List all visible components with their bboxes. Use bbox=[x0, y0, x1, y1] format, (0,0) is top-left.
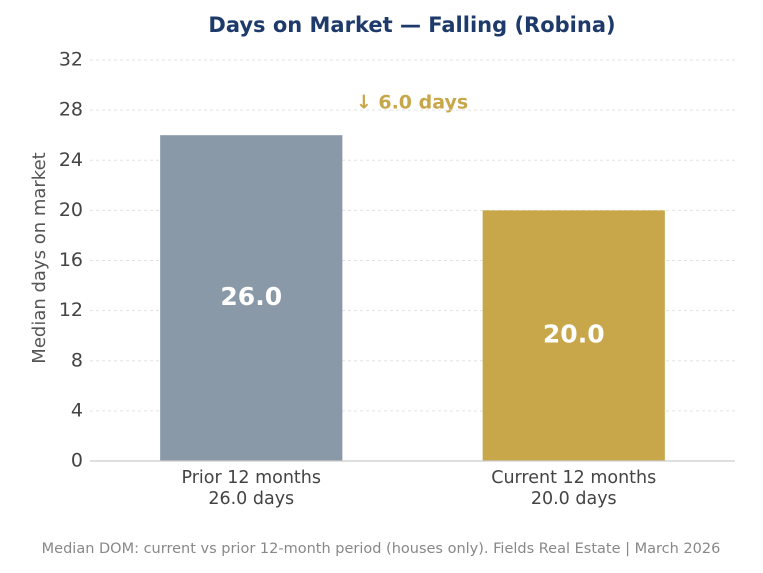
y-tick-label: 16 bbox=[59, 249, 83, 271]
bar bbox=[482, 210, 665, 461]
chart-title: Days on Market — Falling (Robina) bbox=[208, 13, 615, 37]
y-tick-label: 32 bbox=[59, 49, 83, 71]
y-tick-label: 24 bbox=[59, 149, 83, 171]
x-tick-label: Prior 12 months 26.0 days bbox=[181, 468, 321, 509]
y-axis-label: Median days on market bbox=[29, 152, 50, 363]
y-tick-label: 28 bbox=[59, 99, 83, 121]
x-tick-label: Current 12 months 20.0 days bbox=[491, 468, 656, 509]
y-tick-label: 20 bbox=[59, 199, 83, 221]
value-label: 20.0 bbox=[543, 320, 605, 349]
annotation: ↓ 6.0 days bbox=[356, 92, 468, 114]
value-label: 26.0 bbox=[220, 282, 282, 311]
y-tick-label: 8 bbox=[71, 349, 83, 371]
y-tick-label: 4 bbox=[71, 399, 83, 421]
y-tick-label: 12 bbox=[59, 299, 83, 321]
footer: Median DOM: current vs prior 12-month pe… bbox=[42, 541, 721, 557]
y-tick-label: 0 bbox=[71, 450, 83, 472]
bar bbox=[160, 135, 343, 461]
